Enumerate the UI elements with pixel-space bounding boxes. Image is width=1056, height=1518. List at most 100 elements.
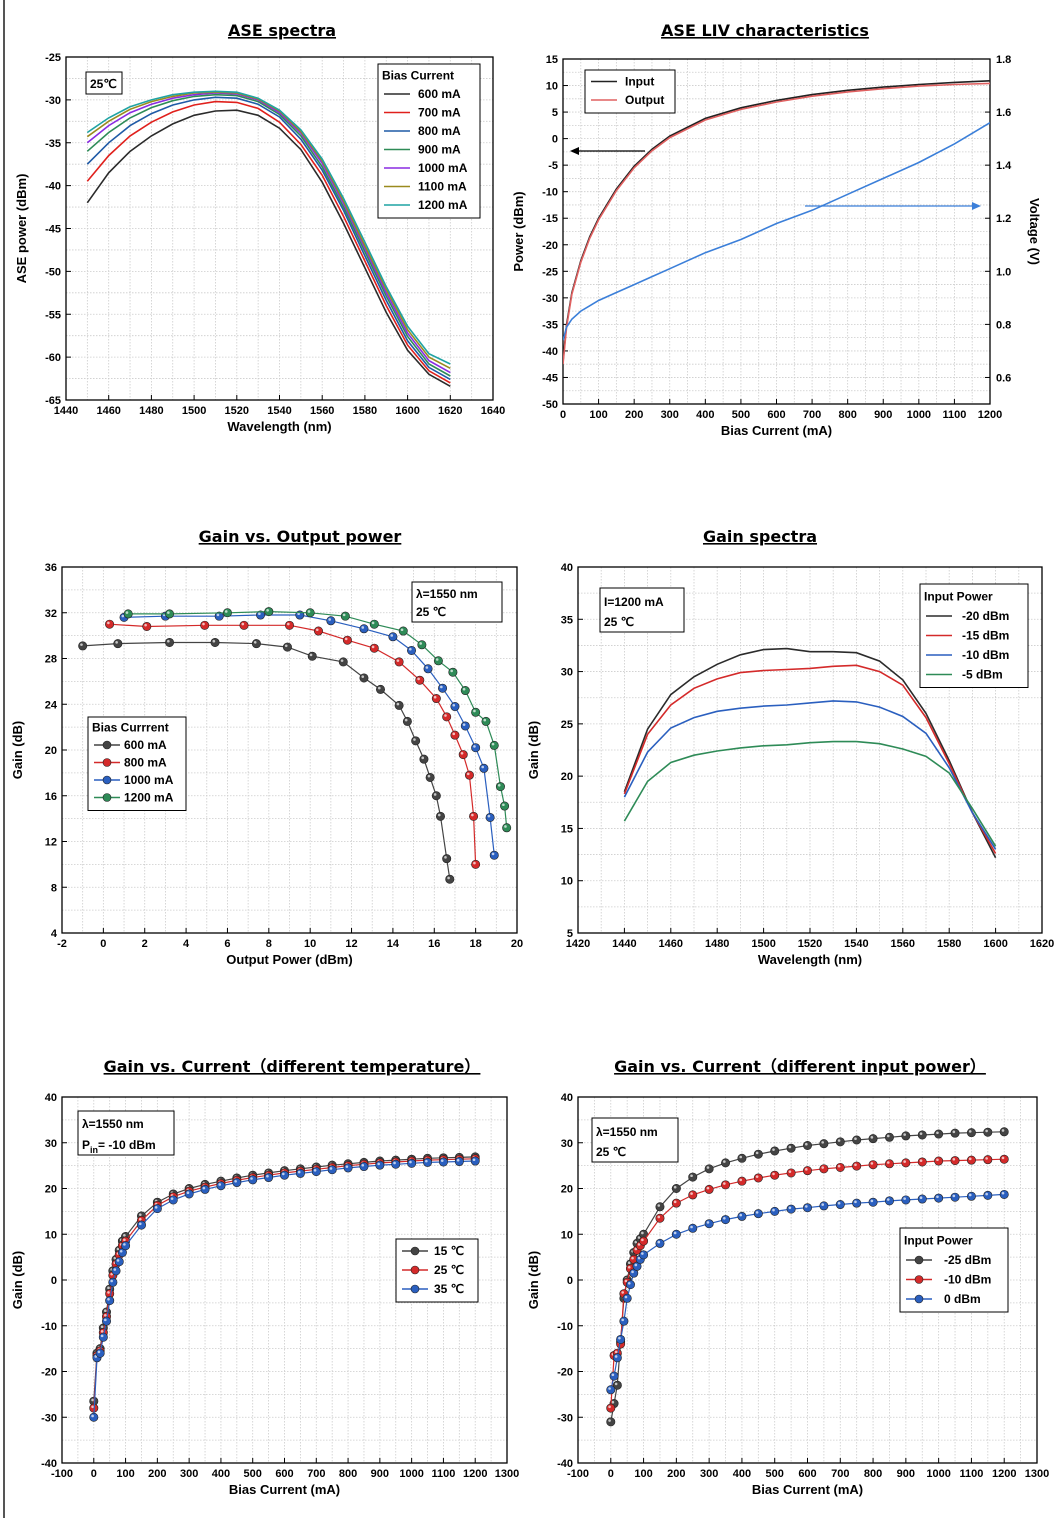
data-point [721, 1180, 731, 1190]
data-point-highlight [313, 1168, 317, 1172]
y-tick-label: 10 [561, 1229, 573, 1241]
data-point [639, 1236, 649, 1246]
data-point-highlight [772, 1172, 775, 1176]
data-point-highlight [723, 1217, 726, 1220]
data-point [102, 1316, 112, 1326]
series-line-800-mA [86, 96, 451, 381]
data-point-highlight [788, 1170, 792, 1173]
x-tick-label: 500 [732, 409, 750, 421]
data-point-highlight [637, 1236, 641, 1239]
y-tick-label: 0 [567, 1275, 573, 1287]
data-point [431, 791, 441, 801]
data-point-highlight [641, 1238, 644, 1242]
data-point-highlight [234, 1179, 237, 1183]
data-point-highlight [444, 714, 447, 717]
data-point-highlight [968, 1193, 972, 1197]
data-point-highlight [706, 1221, 710, 1224]
data-point-highlight [634, 1263, 638, 1267]
data-point [606, 1403, 616, 1413]
data-point-highlight [425, 1159, 428, 1163]
legend-label: -15 dBm [962, 629, 1009, 643]
x-tick-label: 800 [864, 1468, 882, 1480]
data-point [394, 700, 404, 710]
data-point [934, 1156, 944, 1166]
legend-label: 0 dBm [944, 1292, 981, 1306]
data-point [142, 621, 152, 631]
data-point-highlight [870, 1162, 874, 1165]
data-point-highlight [473, 745, 476, 748]
data-point-highlight [361, 675, 365, 678]
x-tick-label: 4 [183, 938, 190, 950]
data-point [89, 1412, 99, 1422]
series-line-voltage [563, 122, 990, 341]
data-point-highlight [621, 1291, 624, 1294]
series-line--5-dBm [623, 740, 997, 847]
data-point-highlight [739, 1213, 743, 1217]
x-tick-label: 200 [667, 1468, 685, 1480]
legend-label: 700 mA [418, 106, 461, 120]
data-point [606, 1385, 616, 1395]
x-tick-label: 200 [148, 1468, 166, 1480]
x-tick-label: 1100 [959, 1468, 983, 1480]
data-point [704, 1184, 714, 1194]
data-point [835, 1137, 845, 1147]
data-point-highlight [440, 685, 443, 689]
data-point [999, 1154, 1009, 1164]
y-tick-label: -10 [557, 1321, 573, 1333]
series-line--15-dBm [623, 664, 997, 854]
data-point-highlight [80, 643, 83, 646]
data-point [934, 1193, 944, 1203]
data-point-highlight [952, 1194, 956, 1198]
data-point [500, 801, 510, 811]
data-point-highlight [123, 1243, 126, 1246]
series-group [606, 1127, 1009, 1427]
data-point [901, 1195, 911, 1205]
data-point-highlight [266, 609, 269, 612]
y-tick-label: 15 [546, 54, 558, 66]
data-point-highlight [657, 1204, 661, 1207]
data-point-highlight [417, 677, 420, 681]
data-point-highlight [627, 1265, 631, 1269]
data-point-highlight [483, 718, 487, 722]
data-point [248, 1175, 258, 1185]
legend-title: Bias Currrent [92, 721, 169, 735]
series-group [623, 647, 997, 859]
data-point [901, 1131, 911, 1141]
legend-label: 1000 mA [124, 773, 174, 787]
y-tick-label: 30 [561, 667, 573, 679]
y2-tick-label: 1.0 [996, 266, 1011, 278]
x-tick-label: 12 [345, 938, 357, 950]
data-point [917, 1194, 927, 1204]
data-point [471, 707, 481, 717]
data-point [419, 754, 429, 764]
legend-label: 1000 mA [418, 161, 468, 175]
data-point-highlight [113, 1268, 117, 1271]
data-point-highlight [329, 1167, 333, 1170]
y-tick-label: -30 [542, 293, 558, 305]
x-axis-label: Output Power (dBm) [226, 952, 352, 967]
data-point-highlight [936, 1158, 939, 1162]
legend-label: -10 dBm [962, 648, 1009, 662]
x-tick-label: 300 [700, 1468, 718, 1480]
y-axis-label: Gain (dB) [526, 721, 541, 780]
legend-label: 800 mA [124, 756, 167, 770]
data-point-highlight [447, 876, 450, 880]
data-point [671, 1184, 681, 1194]
data-point [852, 1135, 862, 1145]
y-tick-label: 28 [45, 654, 57, 666]
data-point [983, 1155, 993, 1165]
data-point [168, 1195, 178, 1205]
legend-label: -5 dBm [962, 668, 1003, 682]
x-tick-label: 700 [831, 1468, 849, 1480]
data-point-highlight [837, 1201, 841, 1205]
y-tick-label: -10 [41, 1321, 57, 1333]
y-tick-label: 30 [561, 1138, 573, 1150]
x-tick-label: 400 [696, 409, 714, 421]
legend: Input Power -25 dBm -10 dBm 0 dBm [899, 1227, 1009, 1313]
y-tick-label: -40 [45, 181, 61, 193]
x-tick-label: 2 [142, 938, 148, 950]
annotation-text: 25 ℃ [596, 1145, 626, 1159]
data-point-highlight [425, 666, 429, 669]
series-line-700-mA [86, 100, 451, 384]
series-line-1000-mA [86, 92, 451, 374]
